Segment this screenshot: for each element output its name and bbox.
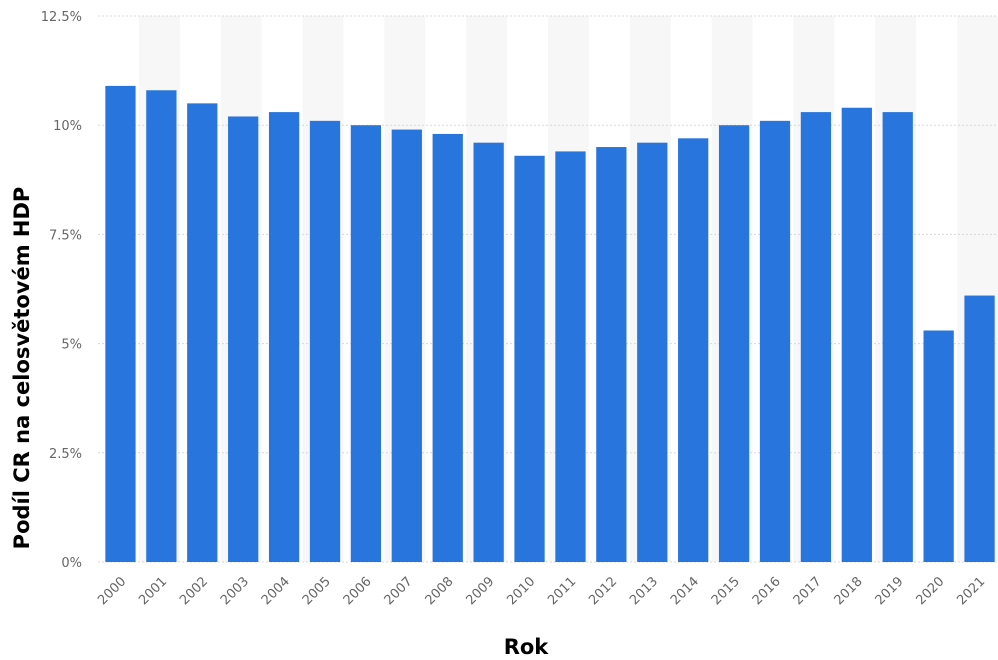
bar (473, 142, 504, 562)
y-tick-label: 10% (53, 119, 82, 134)
bar (678, 138, 709, 562)
x-tick-label: 2019 (873, 574, 907, 608)
x-tick-label: 2016 (750, 574, 784, 608)
x-tick-label: 2017 (791, 574, 825, 608)
y-axis-ticks: 0% 2.5% 5% 7.5% 10% 12.5% (41, 10, 82, 571)
y-tick-label: 7.5% (49, 228, 82, 243)
x-tick-label: 2020 (913, 574, 947, 608)
x-tick-label: 2004 (259, 574, 293, 608)
bar (759, 120, 791, 562)
x-tick-label: 2018 (832, 574, 866, 608)
y-axis-title: Podíl CR na celosvětovém HDP (10, 187, 34, 550)
x-tick-label: 2006 (341, 574, 375, 608)
bar (923, 330, 954, 562)
x-tick-label: 2007 (382, 574, 416, 608)
x-tick-label: 2010 (504, 574, 538, 608)
bars (105, 85, 995, 563)
x-tick-label: 2008 (423, 574, 457, 608)
y-tick-label: 5% (61, 338, 82, 353)
bar (514, 155, 545, 562)
y-tick-label: 2.5% (49, 447, 82, 462)
bar (882, 112, 913, 562)
x-tick-label: 2009 (463, 574, 497, 608)
x-axis-ticks: 2000 2001 2002 2003 2004 2005 2006 2007 2008 2009… (95, 574, 988, 608)
bar (187, 103, 218, 563)
bar (800, 112, 832, 562)
x-tick-label: 2021 (954, 574, 988, 608)
bar (432, 133, 463, 562)
x-tick-label: 2003 (218, 574, 252, 608)
x-tick-label: 2012 (586, 574, 620, 608)
bar (309, 120, 341, 562)
x-tick-label: 2011 (545, 574, 579, 608)
x-tick-label: 2005 (300, 574, 334, 608)
x-tick-label: 2014 (668, 574, 702, 608)
x-tick-label: 2015 (709, 574, 743, 608)
bar (596, 147, 627, 563)
bar (391, 129, 422, 562)
bar (841, 107, 872, 562)
bar (964, 295, 995, 562)
x-axis-title: Rok (504, 635, 550, 659)
bar (555, 151, 586, 562)
bar (105, 85, 136, 562)
bar (350, 125, 382, 562)
bar (146, 90, 177, 563)
bar (228, 116, 259, 563)
bar (268, 112, 300, 562)
x-tick-label: 2002 (177, 574, 211, 608)
y-tick-label: 12.5% (41, 10, 82, 25)
x-tick-label: 2000 (95, 574, 129, 608)
x-tick-label: 2001 (136, 574, 170, 608)
x-tick-label: 2013 (627, 574, 661, 608)
bar (718, 125, 750, 562)
bar (637, 142, 668, 562)
y-tick-label: 0% (61, 556, 82, 571)
